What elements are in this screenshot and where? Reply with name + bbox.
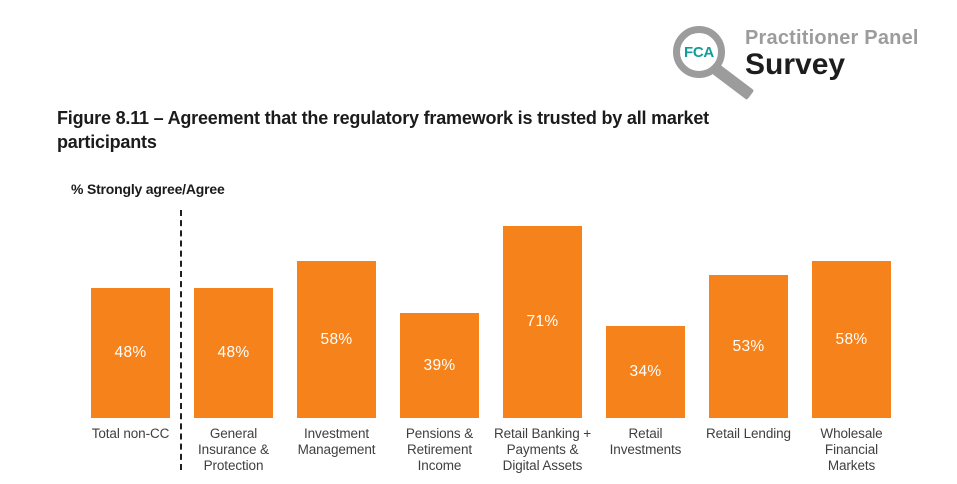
bar: 71% <box>503 226 582 418</box>
figure-title: Figure 8.11 – Agreement that the regulat… <box>57 106 917 154</box>
category-label-line: Management <box>297 442 376 457</box>
bar-group: 53% Retail Lending <box>697 200 800 474</box>
bar-group: 58% Investment Management <box>285 200 388 474</box>
category-label-line: Payments & <box>506 442 579 457</box>
bar-group: 34% Retail Investments <box>594 200 697 474</box>
bar-zone: 71% <box>491 200 594 418</box>
magnifying-glass-icon: FCA <box>673 26 725 78</box>
bar: 39% <box>400 313 479 418</box>
bar-value-label: 71% <box>526 313 559 330</box>
figure-title-line1: Figure 8.11 – Agreement that the regulat… <box>57 108 709 128</box>
category-label: Retail Lending <box>697 418 800 442</box>
bar-value-label: 58% <box>320 330 353 348</box>
bar-group: 48% Total non-CC <box>79 200 182 474</box>
category-label-line: Wholesale <box>820 426 883 441</box>
category-label-line: Protection <box>203 458 264 473</box>
bar-value-label: 39% <box>423 356 456 374</box>
category-label: Retail Investments <box>594 418 697 458</box>
category-label: General Insurance & Protection <box>182 418 285 474</box>
category-label-line: Total non-CC <box>91 426 170 441</box>
bar-zone: 58% <box>800 200 903 418</box>
bar-columns: 48% Total non-CC 48% General Insurance & Prot… <box>79 200 903 474</box>
logo-survey-text: Survey <box>745 48 846 81</box>
category-label-line: Retail <box>628 426 663 441</box>
bar: 58% <box>812 261 891 418</box>
category-label-line: Investment <box>303 426 370 441</box>
bar: 48% <box>91 288 170 418</box>
bar-value-label: 34% <box>629 363 662 380</box>
bar-group: 71% Retail Banking + Payments & Digital Ass… <box>491 200 594 474</box>
y-axis-label: % Strongly agree/Agree <box>71 181 225 197</box>
category-label-line: Insurance & <box>198 442 269 457</box>
category-label-line: Digital Assets <box>502 458 583 473</box>
category-label-line: Markets <box>827 458 876 473</box>
bar-value-label: 48% <box>217 344 250 361</box>
bar-chart: 48% Total non-CC 48% General Insurance & Prot… <box>79 200 903 480</box>
figure-title-line2: participants <box>57 132 157 152</box>
category-label: Investment Management <box>285 418 388 458</box>
category-label: Pensions & Retirement Income <box>388 418 491 474</box>
bar-zone: 48% <box>79 200 182 418</box>
bar: 34% <box>606 326 685 418</box>
category-label-line: Investments <box>609 442 682 457</box>
bar: 58% <box>297 261 376 418</box>
category-label-line: Retail Lending <box>706 426 791 441</box>
bar-zone: 48% <box>182 200 285 418</box>
bar-group: 48% General Insurance & Protection <box>182 200 285 474</box>
category-label-line: Retail Banking + <box>493 426 592 441</box>
category-label-line: Retirement <box>406 442 473 457</box>
category-label-line: Income <box>417 458 462 473</box>
category-label: Wholesale Financial Markets <box>800 418 903 474</box>
category-label: Total non-CC <box>79 418 182 442</box>
bar: 48% <box>194 288 273 418</box>
bar-value-label: 58% <box>835 330 868 348</box>
category-label-line: Financial <box>824 442 879 457</box>
bar-zone: 58% <box>285 200 388 418</box>
category-label-line: General <box>209 426 258 441</box>
logo-panel-text: Practitioner Panel <box>745 27 919 49</box>
bar-zone: 53% <box>697 200 800 418</box>
bar-zone: 39% <box>388 200 491 418</box>
bar: 53% <box>709 275 788 418</box>
bar-value-label: 53% <box>732 337 765 355</box>
bar-group: 58% Wholesale Financial Markets <box>800 200 903 474</box>
total-separator-dashed-line <box>180 210 182 470</box>
category-label-line: Pensions & <box>405 426 474 441</box>
practitioner-panel-survey-logo: FCA Practitioner Panel Survey <box>0 0 957 110</box>
bar-zone: 34% <box>594 200 697 418</box>
bar-value-label: 48% <box>114 344 147 361</box>
bar-group: 39% Pensions & Retirement Income <box>388 200 491 474</box>
category-label: Retail Banking + Payments & Digital Assets <box>491 418 594 474</box>
fca-logo-text: FCA <box>684 43 714 61</box>
